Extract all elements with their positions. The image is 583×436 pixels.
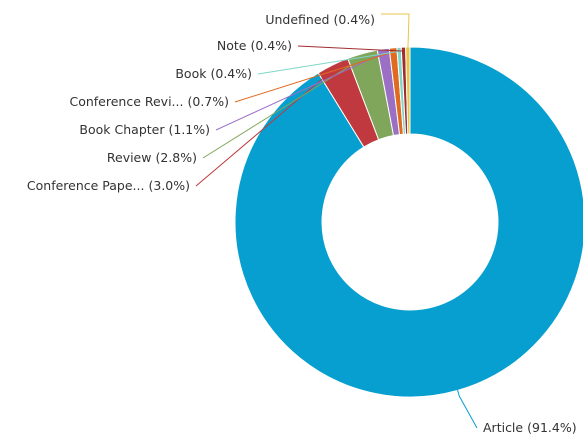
slice-value-label: (0.4%) — [210, 66, 252, 81]
slice-label: Conference Revi... (0.7%) — [69, 94, 229, 109]
slice-category: Note — [217, 38, 247, 53]
slice-category: Conference Pape... — [27, 178, 145, 193]
slice-category: Review — [107, 150, 152, 165]
slice-value-label: (0.4%) — [250, 38, 292, 53]
slice-category: Book Chapter — [79, 122, 165, 137]
slice-label: Book Chapter (1.1%) — [79, 122, 210, 137]
leader-line — [456, 386, 478, 429]
slice-label: Review (2.8%) — [107, 150, 197, 165]
leader-line — [234, 51, 394, 103]
slice-value-label: (91.4%) — [527, 420, 576, 435]
slice-label: Note (0.4%) — [217, 38, 292, 53]
slice-label: Undefined (0.4%) — [265, 12, 375, 27]
slice-label: Book (0.4%) — [175, 66, 252, 81]
donut-slice — [405, 46, 411, 135]
donut-slice — [234, 46, 583, 398]
leader-line — [215, 52, 385, 131]
slice-category: Article — [483, 420, 523, 435]
leader-line — [257, 50, 400, 75]
slice-category: Book — [175, 66, 207, 81]
slice-value-label: (0.4%) — [333, 12, 375, 27]
slice-category: Undefined — [265, 12, 329, 27]
slice-label: Conference Pape... (3.0%) — [27, 178, 190, 193]
slice-category: Conference Revi... — [69, 94, 183, 109]
slice-value-label: (0.7%) — [187, 94, 229, 109]
slice-value-label: (1.1%) — [168, 122, 210, 137]
slice-value-label: (3.0%) — [148, 178, 190, 193]
leader-line — [381, 13, 410, 52]
slice-value-label: (2.8%) — [155, 150, 197, 165]
leader-line — [195, 68, 335, 187]
slice-label: Article (91.4%) — [483, 420, 577, 435]
leader-line — [297, 45, 404, 52]
